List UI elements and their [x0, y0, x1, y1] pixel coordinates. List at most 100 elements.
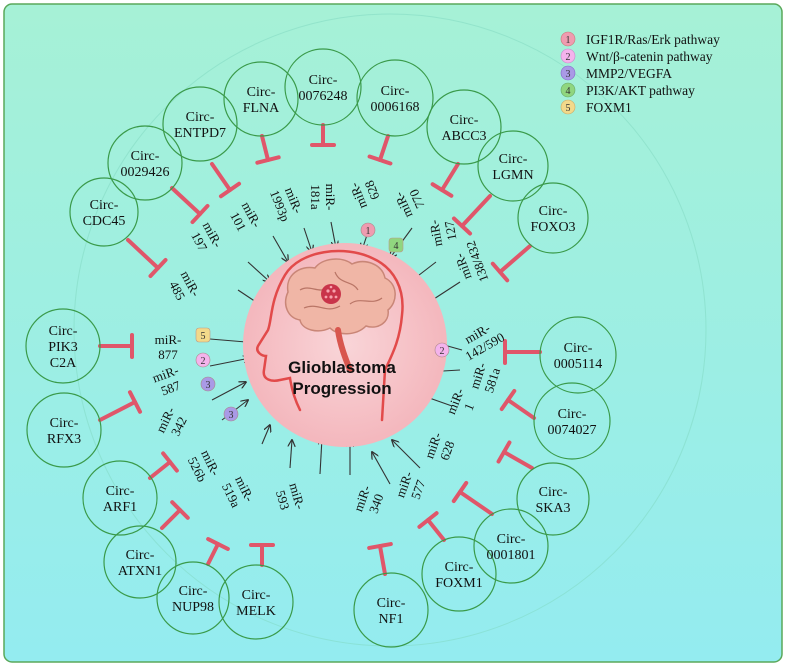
- pathway-badge-number: 2: [201, 356, 206, 367]
- circrna-label: Circ-: [247, 85, 276, 100]
- circrna-label: Circ-: [564, 341, 593, 356]
- mirna-label-581a: miR-581a: [467, 361, 504, 395]
- pathway-badge-1: 1: [360, 222, 376, 238]
- legend-item-3: 3 MMP2/VEGFA: [560, 65, 672, 81]
- svg-text:1: 1: [566, 35, 571, 46]
- mirna-label-142590: miR-142/590: [462, 320, 507, 363]
- mirna-text: 340: [366, 492, 387, 515]
- circrna-nodes: Circ-CDC45Circ-0029426Circ-ENTPD7Circ-FL…: [25, 48, 617, 648]
- circrna-label: Circ-: [90, 198, 119, 213]
- circrna-node-cdc45[interactable]: Circ-CDC45: [69, 177, 139, 247]
- circrna-circle: [356, 59, 434, 137]
- circrna-node-foxm1[interactable]: Circ-FOXM1: [421, 536, 497, 612]
- circrna-node-melk[interactable]: Circ-MELK: [218, 564, 294, 640]
- inhibition-line-foxm1: [426, 518, 446, 542]
- mirna-text: 577: [408, 477, 429, 501]
- circrna-label: Circ-: [50, 416, 79, 431]
- circrna-label: SKA3: [535, 501, 570, 516]
- activation-arrow: [392, 440, 421, 469]
- legend-item-5: 5 FOXM1: [560, 99, 632, 115]
- inhibition-bar-atxn1: [170, 500, 190, 520]
- circrna-label: MELK: [236, 604, 276, 619]
- pathway-badge-number: 1: [366, 226, 371, 237]
- circrna-node-nup98[interactable]: Circ-NUP98: [156, 561, 230, 635]
- circrna-node-0006168[interactable]: Circ-0006168: [356, 59, 434, 137]
- circrna-label: Circ-: [450, 113, 479, 128]
- circrna-label: Circ-: [558, 407, 587, 422]
- circrna-label: FOXM1: [435, 576, 482, 591]
- outer-ring: [73, 13, 707, 647]
- circrna-node-nf1[interactable]: Circ-NF1: [353, 572, 429, 648]
- circrna-label: 0029426: [121, 165, 170, 180]
- circrna-label: Circ-: [126, 548, 155, 563]
- inhibition-bar-nf1: [367, 542, 393, 550]
- circrna-node-entpd7[interactable]: Circ-ENTPD7: [162, 86, 238, 162]
- circrna-node-0001801[interactable]: Circ-0001801: [473, 508, 549, 584]
- svg-text:5: 5: [566, 103, 571, 114]
- circrna-node-atxn1[interactable]: Circ-ATXN1: [103, 525, 177, 599]
- inhibition-line-entpd7: [210, 162, 232, 192]
- activation-arrow: [247, 261, 270, 282]
- inhibition-bar-cdc45: [148, 257, 168, 279]
- circrna-node-rfx3[interactable]: Circ-RFX3: [26, 392, 102, 468]
- legend-label: Wnt/β-catenin pathway: [586, 49, 713, 64]
- inhibition-line-arf1: [148, 460, 172, 480]
- activation-arrow: [211, 382, 246, 401]
- inhibition-line-0001801: [458, 490, 494, 516]
- mirna-label-628top: miR-628: [346, 178, 382, 211]
- circrna-label: ENTPD7: [174, 126, 226, 141]
- circrna-node-0074027[interactable]: Circ-0074027: [533, 382, 611, 460]
- circrna-label: Circ-: [445, 560, 474, 575]
- circrna-label: ARF1: [103, 500, 137, 515]
- circrna-node-0005114[interactable]: Circ-0005114: [539, 316, 617, 394]
- activation-arrow: [261, 425, 270, 445]
- circrna-circle: [477, 130, 549, 202]
- center-title-line1: Glioblastoma: [288, 358, 396, 377]
- circrna-node-abcc3[interactable]: Circ-ABCC3: [426, 89, 502, 165]
- circrna-node-arf1[interactable]: Circ-ARF1: [82, 460, 158, 536]
- inhibition-bar-entpd7: [218, 181, 242, 199]
- pathway-badge-number: 3: [206, 380, 211, 391]
- circrna-label: Circ-: [539, 485, 568, 500]
- activation-arrow: [209, 358, 250, 367]
- circrna-label: NF1: [379, 612, 404, 627]
- legend: 1 IGF1R/Ras/Erk pathway 2 Wnt/β-catenin …: [560, 31, 720, 115]
- inhibition-bar-flna: [255, 155, 281, 165]
- circrna-circle: [426, 89, 502, 165]
- legend-item-1: 1 IGF1R/Ras/Erk pathway: [560, 31, 720, 47]
- circrna-node-0029426[interactable]: Circ-0029426: [107, 125, 183, 201]
- brain-center: Glioblastoma Progression: [243, 243, 447, 447]
- circrna-label: Circ-: [499, 152, 528, 167]
- inhibition-bar-ska3: [496, 440, 512, 464]
- connector-lines: [98, 123, 542, 576]
- inhibition-bar-foxo3: [490, 261, 510, 283]
- mirna-text: miR-: [286, 481, 308, 511]
- circrna-label: ATXN1: [118, 564, 162, 579]
- circrna-node-ska3[interactable]: Circ-SKA3: [516, 462, 590, 536]
- mirna-text: 628: [437, 439, 458, 462]
- circrna-circle: [162, 86, 238, 162]
- circrna-circle: [103, 525, 177, 599]
- circrna-node-0076248[interactable]: Circ-0076248: [284, 48, 362, 126]
- circrna-label: 0005114: [554, 357, 602, 372]
- mirna-text: 1: [461, 401, 477, 413]
- inhibition-bar-nup98: [206, 537, 230, 551]
- circrna-node-flna[interactable]: Circ-FLNA: [223, 61, 299, 137]
- mirna-text: 593: [273, 489, 293, 512]
- inhibition-line-0074027: [506, 398, 536, 420]
- pathway-badge-number: 3: [229, 410, 234, 421]
- activation-arrow: [272, 235, 288, 262]
- circrna-circle: [533, 382, 611, 460]
- circrna-node-foxo3[interactable]: Circ-FOXO3: [517, 182, 589, 254]
- circrna-label: Circ-: [381, 84, 410, 99]
- svg-text:3: 3: [566, 69, 571, 80]
- activation-arrow: [372, 452, 391, 485]
- legend-label: MMP2/VEGFA: [586, 66, 672, 81]
- circrna-node-lgmn[interactable]: Circ-LGMN: [477, 130, 549, 202]
- circrna-circle: [421, 536, 497, 612]
- circrna-label: 0001801: [487, 548, 536, 563]
- circrna-label: Circ-: [242, 588, 271, 603]
